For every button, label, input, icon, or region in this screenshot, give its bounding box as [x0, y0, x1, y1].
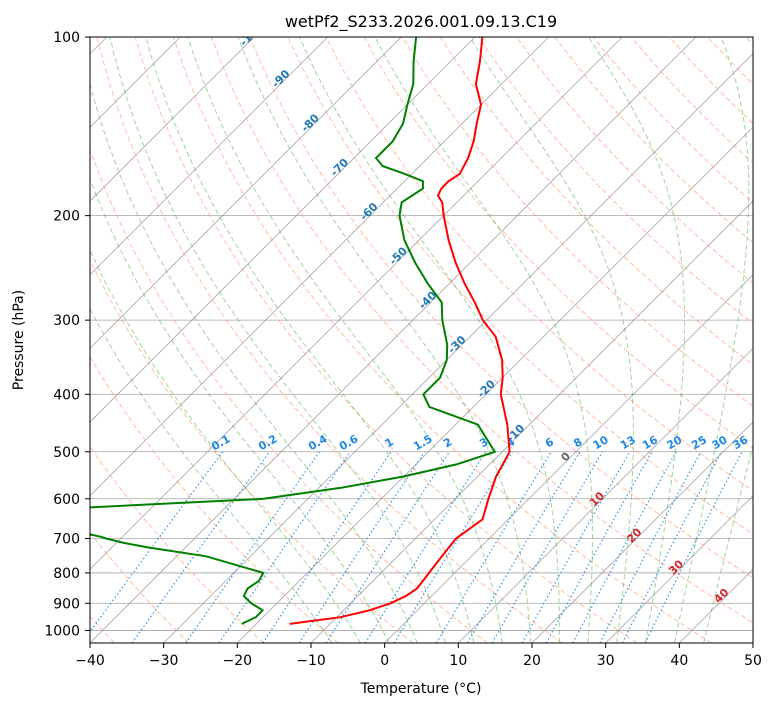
y-axis-label: Pressure (hPa)	[11, 290, 27, 390]
isotherm-line	[90, 37, 255, 202]
mixing-ratio-line	[435, 451, 552, 643]
mixing-ratio-line	[298, 451, 426, 643]
x-tick-label: 20	[523, 653, 541, 669]
mixing-ratio-line	[521, 451, 631, 643]
y-tick-label: 900	[53, 596, 80, 612]
moist-adiabat-label: -100	[237, 20, 266, 49]
x-axis: −40 −30 −20 −10 0 10 20 30 40 50	[75, 643, 762, 669]
profile-lines	[90, 37, 511, 625]
x-tick-label: −40	[75, 653, 105, 669]
background-lines	[90, 37, 753, 643]
isotherm-line	[458, 347, 753, 643]
x-tick-label: −30	[149, 653, 179, 669]
moist-adiabat-line	[374, 37, 593, 643]
y-tick-label: 800	[53, 566, 80, 582]
y-tick-label: 100	[53, 30, 80, 46]
x-tick-label: 30	[597, 653, 615, 669]
moist-adiabat-line	[187, 37, 503, 643]
isotherm-line	[90, 37, 549, 497]
dry-adiabat-line	[439, 37, 753, 366]
dry-adiabat-line	[90, 148, 488, 643]
moist-adiabat-line	[674, 37, 750, 643]
mixing-ratio-line	[325, 451, 451, 643]
moist-adiabat-line	[588, 37, 685, 643]
chart-title: wetPf2_S233.2026.001.09.13.C19	[285, 12, 557, 32]
y-tick-label: 600	[53, 492, 80, 508]
mixing-ratio-line	[545, 451, 653, 643]
dry-adiabat-line	[516, 37, 753, 284]
mixing-ratio-line	[572, 451, 677, 643]
isotherm-line	[163, 53, 753, 643]
y-tick-label: 500	[53, 445, 80, 461]
isotherm-line	[90, 37, 697, 643]
mixing-ratio-line	[364, 451, 487, 643]
isotherm-line	[531, 421, 753, 643]
dry-adiabat-line	[211, 37, 753, 624]
dry-adiabat-line	[90, 445, 264, 643]
moist-adiabat-line	[90, 177, 390, 643]
moist-adiabat-line	[145, 37, 475, 643]
x-tick-label: 40	[670, 653, 688, 669]
x-tick-label: 50	[744, 653, 762, 669]
y-tick-label: 1000	[44, 623, 80, 639]
dry-adiabat-line	[134, 37, 638, 643]
moist-adiabat-line	[109, 37, 447, 643]
isotherm-line	[384, 274, 753, 643]
dry-adiabat-line	[249, 37, 753, 579]
moist-adiabat-line	[703, 443, 753, 643]
mixing-ratio-line	[90, 451, 224, 633]
dry-adiabat-line	[90, 355, 339, 643]
dry-adiabat-line	[401, 37, 753, 407]
isotherm-line	[90, 37, 476, 423]
x-tick-label: 10	[449, 653, 467, 669]
isotherm-line	[237, 126, 753, 643]
y-tick-label: 400	[53, 387, 80, 403]
x-tick-label: −20	[223, 653, 253, 669]
dry-adiabat-line	[90, 258, 414, 643]
y-tick-label: 200	[53, 209, 80, 225]
dry-adiabat-line	[96, 37, 563, 643]
moist-adiabat-line	[298, 37, 560, 643]
plot-frame	[89, 36, 754, 644]
isotherm-line	[90, 37, 402, 349]
moist-adiabat-line	[90, 307, 333, 643]
x-tick-label: −10	[296, 653, 326, 669]
temperature-line	[289, 37, 511, 625]
mixing-ratio-line	[599, 451, 702, 643]
dry-adiabat-line	[90, 531, 190, 643]
y-tick-label: 700	[53, 532, 80, 548]
mixing-ratio-line	[218, 451, 351, 643]
moist-adiabat-line	[237, 37, 532, 643]
isotherm-line	[605, 495, 753, 643]
mixing-ratio-line	[262, 451, 392, 643]
x-tick-label: 0	[380, 653, 389, 669]
isotherm-line	[90, 37, 328, 276]
dry-adiabat-line	[172, 37, 712, 643]
x-axis-label: Temperature (°C)	[360, 681, 482, 697]
dewpoint-line	[90, 37, 497, 625]
dry-adiabat-line	[325, 37, 753, 492]
mixing-ratio-line	[644, 451, 743, 643]
y-tick-label: 300	[53, 313, 80, 329]
y-axis: 100 200 300 400 500 600 700 800 900 1000	[44, 30, 90, 639]
mixing-ratio-line	[131, 451, 271, 643]
moist-adiabat-line	[90, 248, 362, 643]
